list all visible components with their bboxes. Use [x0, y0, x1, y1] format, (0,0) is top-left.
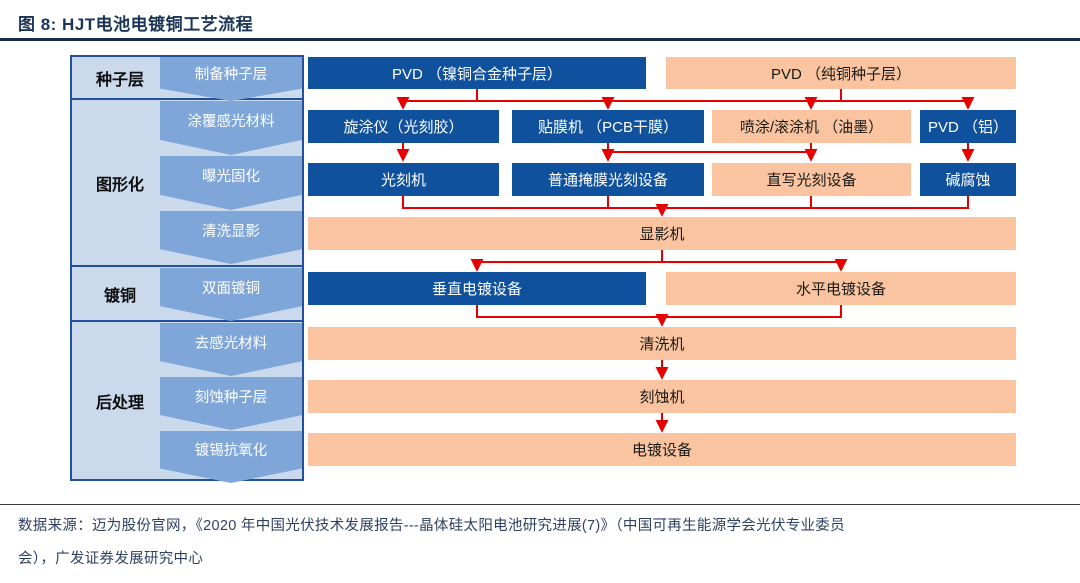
flow-box-pvd-nicu-seed: PVD （镍铜合金种子层）: [308, 57, 646, 89]
stage-label-copper-plating: 镀铜: [103, 287, 136, 305]
figure-title: 图 8: HJT电池电镀铜工艺流程: [18, 15, 254, 34]
flow-box-pvd-aluminum: PVD （铝）: [920, 110, 1016, 143]
flow-box-vertical-plating: 垂直电镀设备: [308, 272, 646, 305]
title-divider: [0, 38, 1080, 41]
flow-box-etching-machine: 刻蚀机: [308, 380, 1016, 413]
stage-label-seed: 种子层: [95, 71, 144, 89]
flow-box-plating-equipment: 电镀设备: [308, 433, 1016, 466]
source-text-line1: 数据来源：迈为股份官网，《2020 年中国光伏技术发展报告---晶体硅太阳电池研…: [18, 518, 845, 534]
flow-box-alkali-etch: 碱腐蚀: [920, 163, 1016, 196]
stage-label-patterning: 图形化: [95, 176, 144, 194]
flow-box-horizontal-plating: 水平电镀设备: [666, 272, 1016, 305]
flow-box-lithography-machine: 光刻机: [308, 163, 499, 196]
arrow-developer-split-bus: [476, 250, 842, 263]
flow-box-spray-roll-coater: 喷涂/滚涂机 （油墨）: [712, 110, 911, 143]
source-divider: [0, 504, 1080, 505]
flow-box-film-laminator: 贴膜机 （PCB干膜）: [512, 110, 704, 143]
flow-box-pvd-cu-seed: PVD （纯铜种子层）: [666, 57, 1016, 89]
stage-label-post-processing: 后处理: [95, 394, 144, 412]
flow-box-spin-coater: 旋涂仪（光刻胶）: [308, 110, 499, 143]
flow-box-mask-litho-equipment: 普通掩膜光刻设备: [512, 163, 704, 196]
flow-box-cleaning-machine: 清洗机: [308, 327, 1016, 360]
arrow-litho-bus: [402, 196, 969, 209]
flow-box-developer-machine: 显影机: [308, 217, 1016, 250]
source-text-line2: 会），广发证券发展研究中心: [18, 551, 204, 567]
arrow-mid-cross-bus: [607, 143, 812, 153]
flow-box-direct-write-litho: 直写光刻设备: [712, 163, 911, 196]
arrow-plating-merge-bus: [476, 305, 842, 318]
arrow-seed-to-coating-bus: [402, 89, 969, 102]
